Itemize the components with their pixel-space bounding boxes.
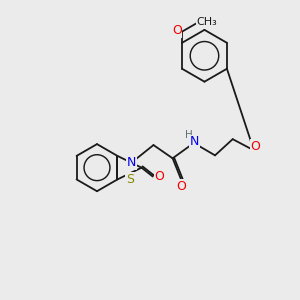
Text: N: N (127, 156, 136, 169)
Text: H: H (185, 130, 193, 140)
Text: O: O (176, 180, 186, 193)
Text: O: O (154, 170, 164, 183)
Text: O: O (251, 140, 261, 153)
Text: S: S (126, 172, 134, 186)
Text: N: N (190, 135, 200, 148)
Text: O: O (172, 24, 182, 37)
Text: CH₃: CH₃ (196, 16, 217, 27)
